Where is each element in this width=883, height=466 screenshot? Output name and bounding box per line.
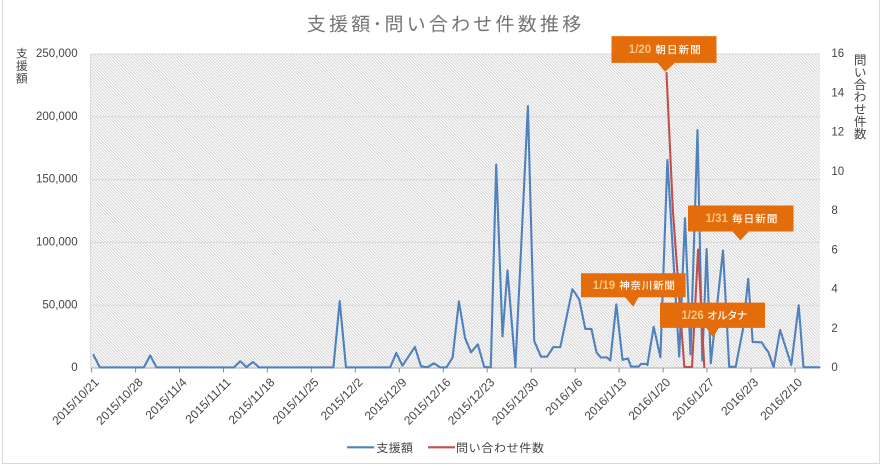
svg-text:2: 2 (831, 323, 837, 335)
svg-text:0: 0 (71, 362, 77, 374)
svg-text:1/20: 1/20 (629, 44, 651, 56)
svg-text:4: 4 (831, 284, 838, 296)
svg-text:6: 6 (831, 244, 837, 256)
svg-text:1/26: 1/26 (681, 310, 703, 322)
svg-text:250,000: 250,000 (36, 48, 78, 60)
svg-text:14: 14 (831, 87, 844, 99)
svg-text:100,000: 100,000 (36, 237, 78, 249)
svg-text:10: 10 (831, 166, 844, 178)
svg-text:1/31: 1/31 (706, 213, 729, 225)
svg-text:150,000: 150,000 (36, 174, 78, 186)
svg-text:0: 0 (831, 362, 837, 374)
svg-text:8: 8 (831, 205, 837, 217)
svg-text:50,000: 50,000 (42, 299, 77, 311)
svg-text:200,000: 200,000 (36, 111, 78, 123)
svg-text:16: 16 (831, 48, 844, 60)
svg-text:12: 12 (831, 127, 844, 139)
svg-text:1/19: 1/19 (593, 280, 615, 292)
